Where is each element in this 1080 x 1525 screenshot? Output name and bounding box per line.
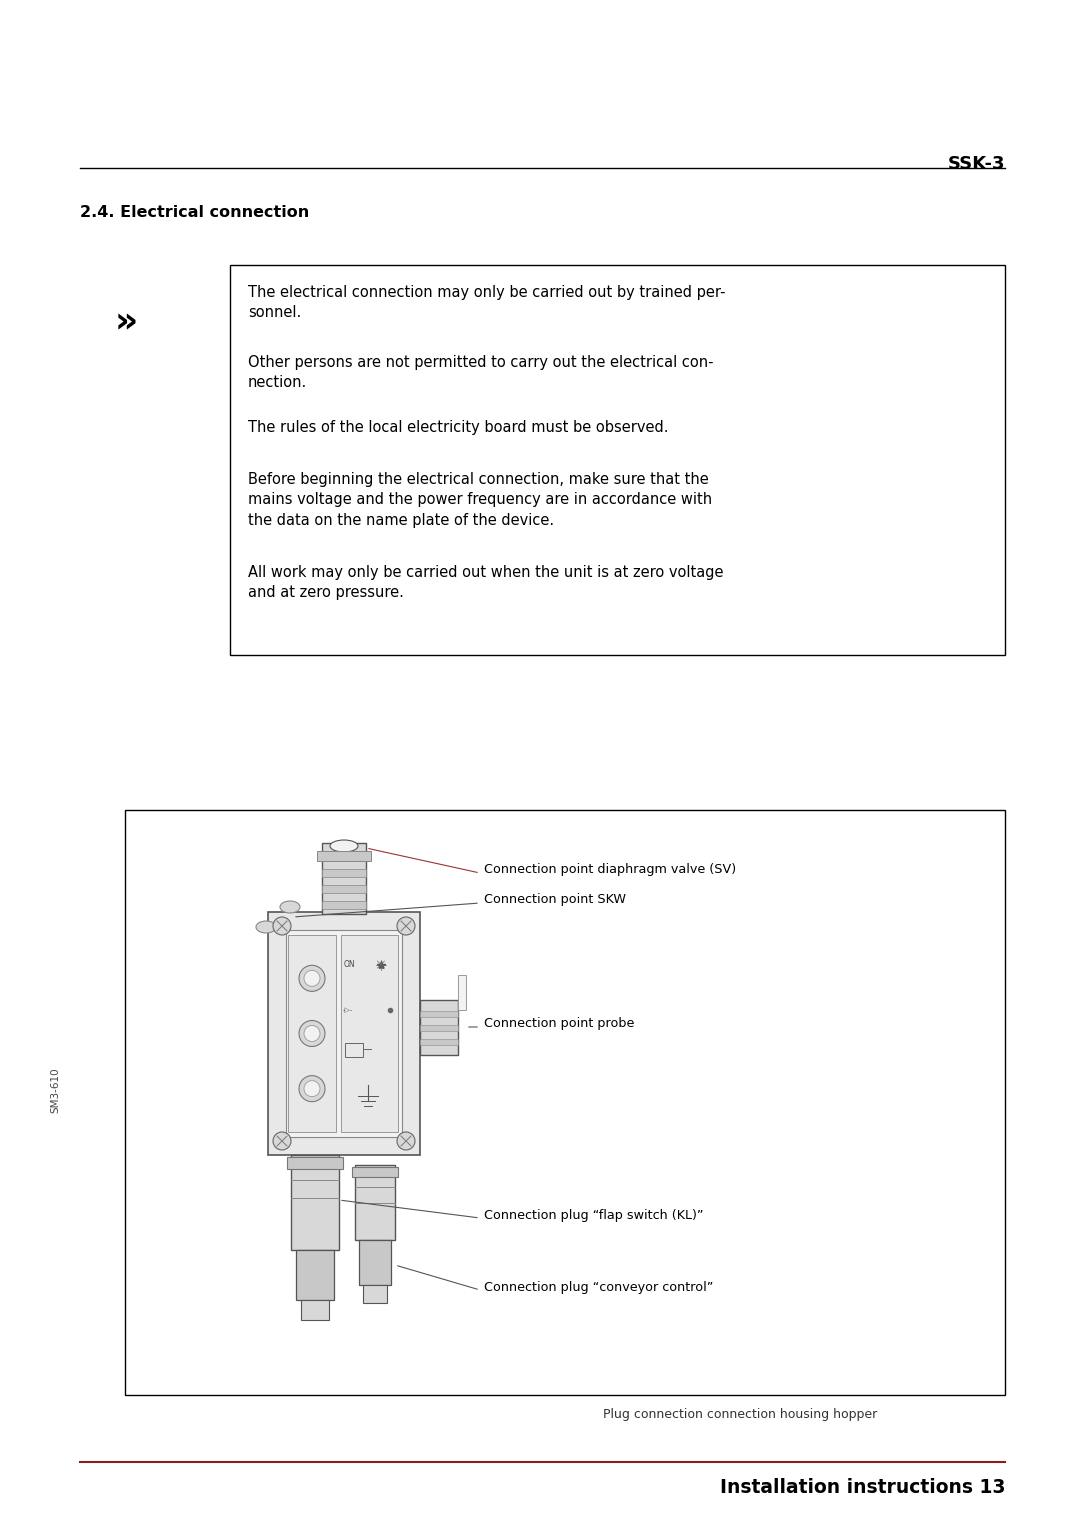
Bar: [355, 1165, 395, 1240]
Circle shape: [397, 1132, 415, 1150]
Circle shape: [303, 1025, 320, 1042]
Bar: [287, 1157, 343, 1170]
Bar: [230, 265, 1005, 656]
Bar: [363, 1286, 387, 1302]
Text: -▷-: -▷-: [343, 1006, 353, 1013]
Bar: [359, 1240, 391, 1286]
Bar: [420, 1025, 458, 1031]
Bar: [268, 912, 420, 1154]
Bar: [341, 935, 399, 1132]
Bar: [286, 930, 402, 1138]
Bar: [296, 1250, 334, 1299]
Circle shape: [303, 1081, 320, 1096]
Ellipse shape: [256, 921, 276, 933]
Text: Other persons are not permitted to carry out the electrical con-
nection.: Other persons are not permitted to carry…: [248, 355, 714, 390]
Text: 2.4. Electrical connection: 2.4. Electrical connection: [80, 204, 309, 220]
Bar: [125, 810, 1005, 1395]
Text: The rules of the local electricity board must be observed.: The rules of the local electricity board…: [248, 419, 669, 435]
Bar: [322, 852, 366, 862]
Bar: [322, 901, 366, 909]
Bar: [420, 1011, 458, 1017]
Text: SSK-3: SSK-3: [947, 156, 1005, 172]
Text: SM3-610: SM3-610: [50, 1068, 60, 1113]
Bar: [322, 884, 366, 894]
Circle shape: [299, 1020, 325, 1046]
Text: ON: ON: [345, 961, 355, 968]
Circle shape: [299, 1075, 325, 1101]
Bar: [318, 851, 372, 862]
Bar: [322, 869, 366, 877]
Bar: [352, 1167, 399, 1177]
Bar: [420, 1039, 458, 1045]
Text: Installation instructions 13: Installation instructions 13: [719, 1478, 1005, 1498]
Ellipse shape: [280, 901, 300, 913]
Circle shape: [303, 970, 320, 987]
Text: »: »: [114, 305, 138, 339]
Text: Connection plug “flap switch (KL)”: Connection plug “flap switch (KL)”: [484, 1208, 703, 1222]
Circle shape: [273, 1132, 291, 1150]
Circle shape: [397, 917, 415, 935]
Text: Connection point diaphragm valve (SV): Connection point diaphragm valve (SV): [484, 863, 737, 877]
Bar: [420, 1000, 458, 1055]
Text: Connection point probe: Connection point probe: [484, 1017, 634, 1031]
Bar: [345, 1043, 363, 1057]
Text: The electrical connection may only be carried out by trained per-
sonnel.: The electrical connection may only be ca…: [248, 285, 726, 320]
Ellipse shape: [330, 840, 357, 852]
Circle shape: [299, 965, 325, 991]
Bar: [288, 935, 336, 1132]
Text: Connection plug “conveyor control”: Connection plug “conveyor control”: [484, 1281, 714, 1293]
Bar: [301, 1299, 329, 1321]
Bar: [458, 974, 465, 1010]
Circle shape: [273, 917, 291, 935]
Bar: [291, 1154, 339, 1250]
Bar: [322, 843, 366, 913]
Text: All work may only be carried out when the unit is at zero voltage
and at zero pr: All work may only be carried out when th…: [248, 564, 724, 601]
Text: Plug connection connection housing hopper: Plug connection connection housing hoppe…: [603, 1408, 877, 1421]
Text: Connection point SKW: Connection point SKW: [484, 894, 626, 906]
Text: Before beginning the electrical connection, make sure that the
mains voltage and: Before beginning the electrical connecti…: [248, 473, 712, 528]
